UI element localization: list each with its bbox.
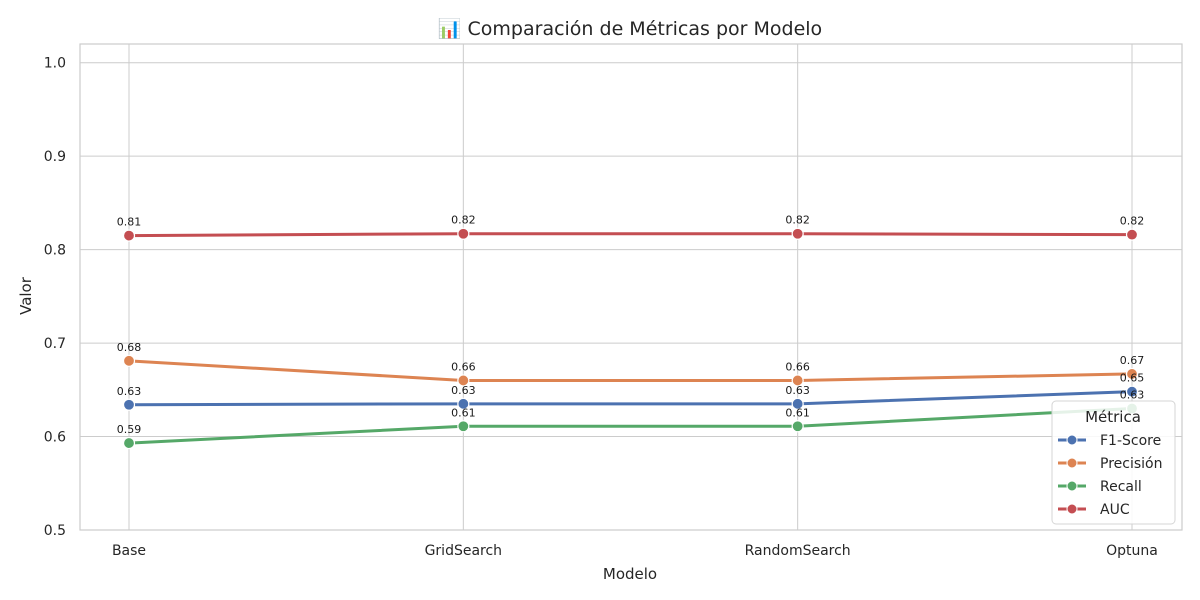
- data-label: 0.61: [451, 406, 476, 419]
- y-tick-label: 0.9: [44, 149, 66, 165]
- legend-label: Recall: [1100, 479, 1142, 495]
- x-axis-label: Modelo: [603, 565, 657, 583]
- data-label: 0.67: [1120, 354, 1145, 367]
- data-point: [122, 398, 136, 411]
- data-label: 0.61: [785, 406, 810, 419]
- y-tick-label: 0.6: [44, 430, 66, 446]
- series-f1-score: [122, 385, 1139, 411]
- data-label: 0.82: [451, 214, 476, 227]
- series-line: [127, 359, 1134, 382]
- series-line: [127, 407, 1134, 445]
- series-line: [127, 232, 1134, 238]
- data-label: 0.66: [785, 360, 810, 373]
- y-axis-ticks: 0.5 0.6 0.7 0.8 0.9 1.0: [44, 56, 66, 539]
- data-label: 0.82: [1120, 215, 1145, 228]
- legend-label: Precisión: [1100, 456, 1162, 472]
- data-point: [791, 397, 804, 410]
- legend-label: F1-Score: [1100, 433, 1161, 449]
- legend-marker: [1066, 434, 1078, 446]
- y-tick-label: 0.5: [44, 523, 66, 539]
- data-label: 0.82: [785, 214, 810, 227]
- data-point: [122, 229, 136, 242]
- series-line: [127, 390, 1134, 407]
- y-tick-label: 0.7: [44, 336, 66, 352]
- legend-item: Precisión: [1058, 456, 1162, 472]
- data-label: 0.63: [785, 384, 810, 397]
- data-labels: 0.63 0.63 0.63 0.65 0.68 0.66 0.66 0.67 0.59 0.61…: [117, 214, 1145, 436]
- data-point: [457, 374, 470, 387]
- series-recall: [122, 402, 1139, 450]
- plot-frame: [79, 43, 1183, 531]
- legend-title: Métrica: [1085, 408, 1141, 426]
- series-precisi-n: [122, 354, 1139, 387]
- y-tick-label: 0.8: [44, 243, 66, 259]
- legend-marker: [1066, 457, 1078, 469]
- y-axis-label: Valor: [17, 276, 35, 315]
- legend-marker: [1066, 503, 1078, 515]
- data-point: [1125, 228, 1139, 241]
- data-label: 0.68: [117, 341, 142, 354]
- data-label: 0.81: [117, 216, 142, 229]
- legend-item: F1-Score: [1058, 433, 1161, 449]
- data-point: [457, 397, 470, 410]
- data-point: [122, 354, 136, 367]
- x-axis-ticks: Base GridSearch RandomSearch Optuna: [112, 543, 1158, 559]
- x-tick-label: Optuna: [1106, 543, 1158, 559]
- data-point: [122, 436, 136, 450]
- data-point: [791, 420, 804, 433]
- data-label: 0.63: [1120, 389, 1145, 402]
- series-layer: [122, 227, 1139, 450]
- legend-item: Recall: [1058, 479, 1142, 495]
- data-point: [1125, 367, 1139, 381]
- legend-items: F1-Score Precisión Recall AUC: [1058, 433, 1162, 518]
- data-point: [457, 420, 470, 433]
- legend-label: AUC: [1100, 502, 1130, 518]
- legend-marker: [1066, 480, 1078, 492]
- x-tick-label: Base: [112, 543, 146, 559]
- data-point: [791, 227, 804, 240]
- data-label: 0.63: [451, 384, 476, 397]
- legend: Métrica F1-Score Precisión Recall AUC: [1051, 400, 1176, 525]
- x-tick-label: GridSearch: [425, 543, 502, 559]
- data-point: [1125, 385, 1139, 398]
- data-label: 0.66: [451, 360, 476, 373]
- chart-title: 📊 Comparación de Métricas por Modelo: [438, 17, 822, 40]
- grid-layer: [80, 44, 1182, 531]
- series-auc: [122, 227, 1139, 242]
- data-label: 0.65: [1120, 372, 1145, 385]
- y-tick-label: 1.0: [44, 56, 66, 72]
- data-label: 0.59: [117, 423, 142, 436]
- x-tick-label: RandomSearch: [745, 543, 851, 559]
- data-point: [457, 227, 470, 240]
- data-point: [791, 374, 804, 387]
- data-label: 0.63: [117, 385, 142, 398]
- legend-item: AUC: [1058, 502, 1130, 518]
- legend-box: [1051, 400, 1176, 525]
